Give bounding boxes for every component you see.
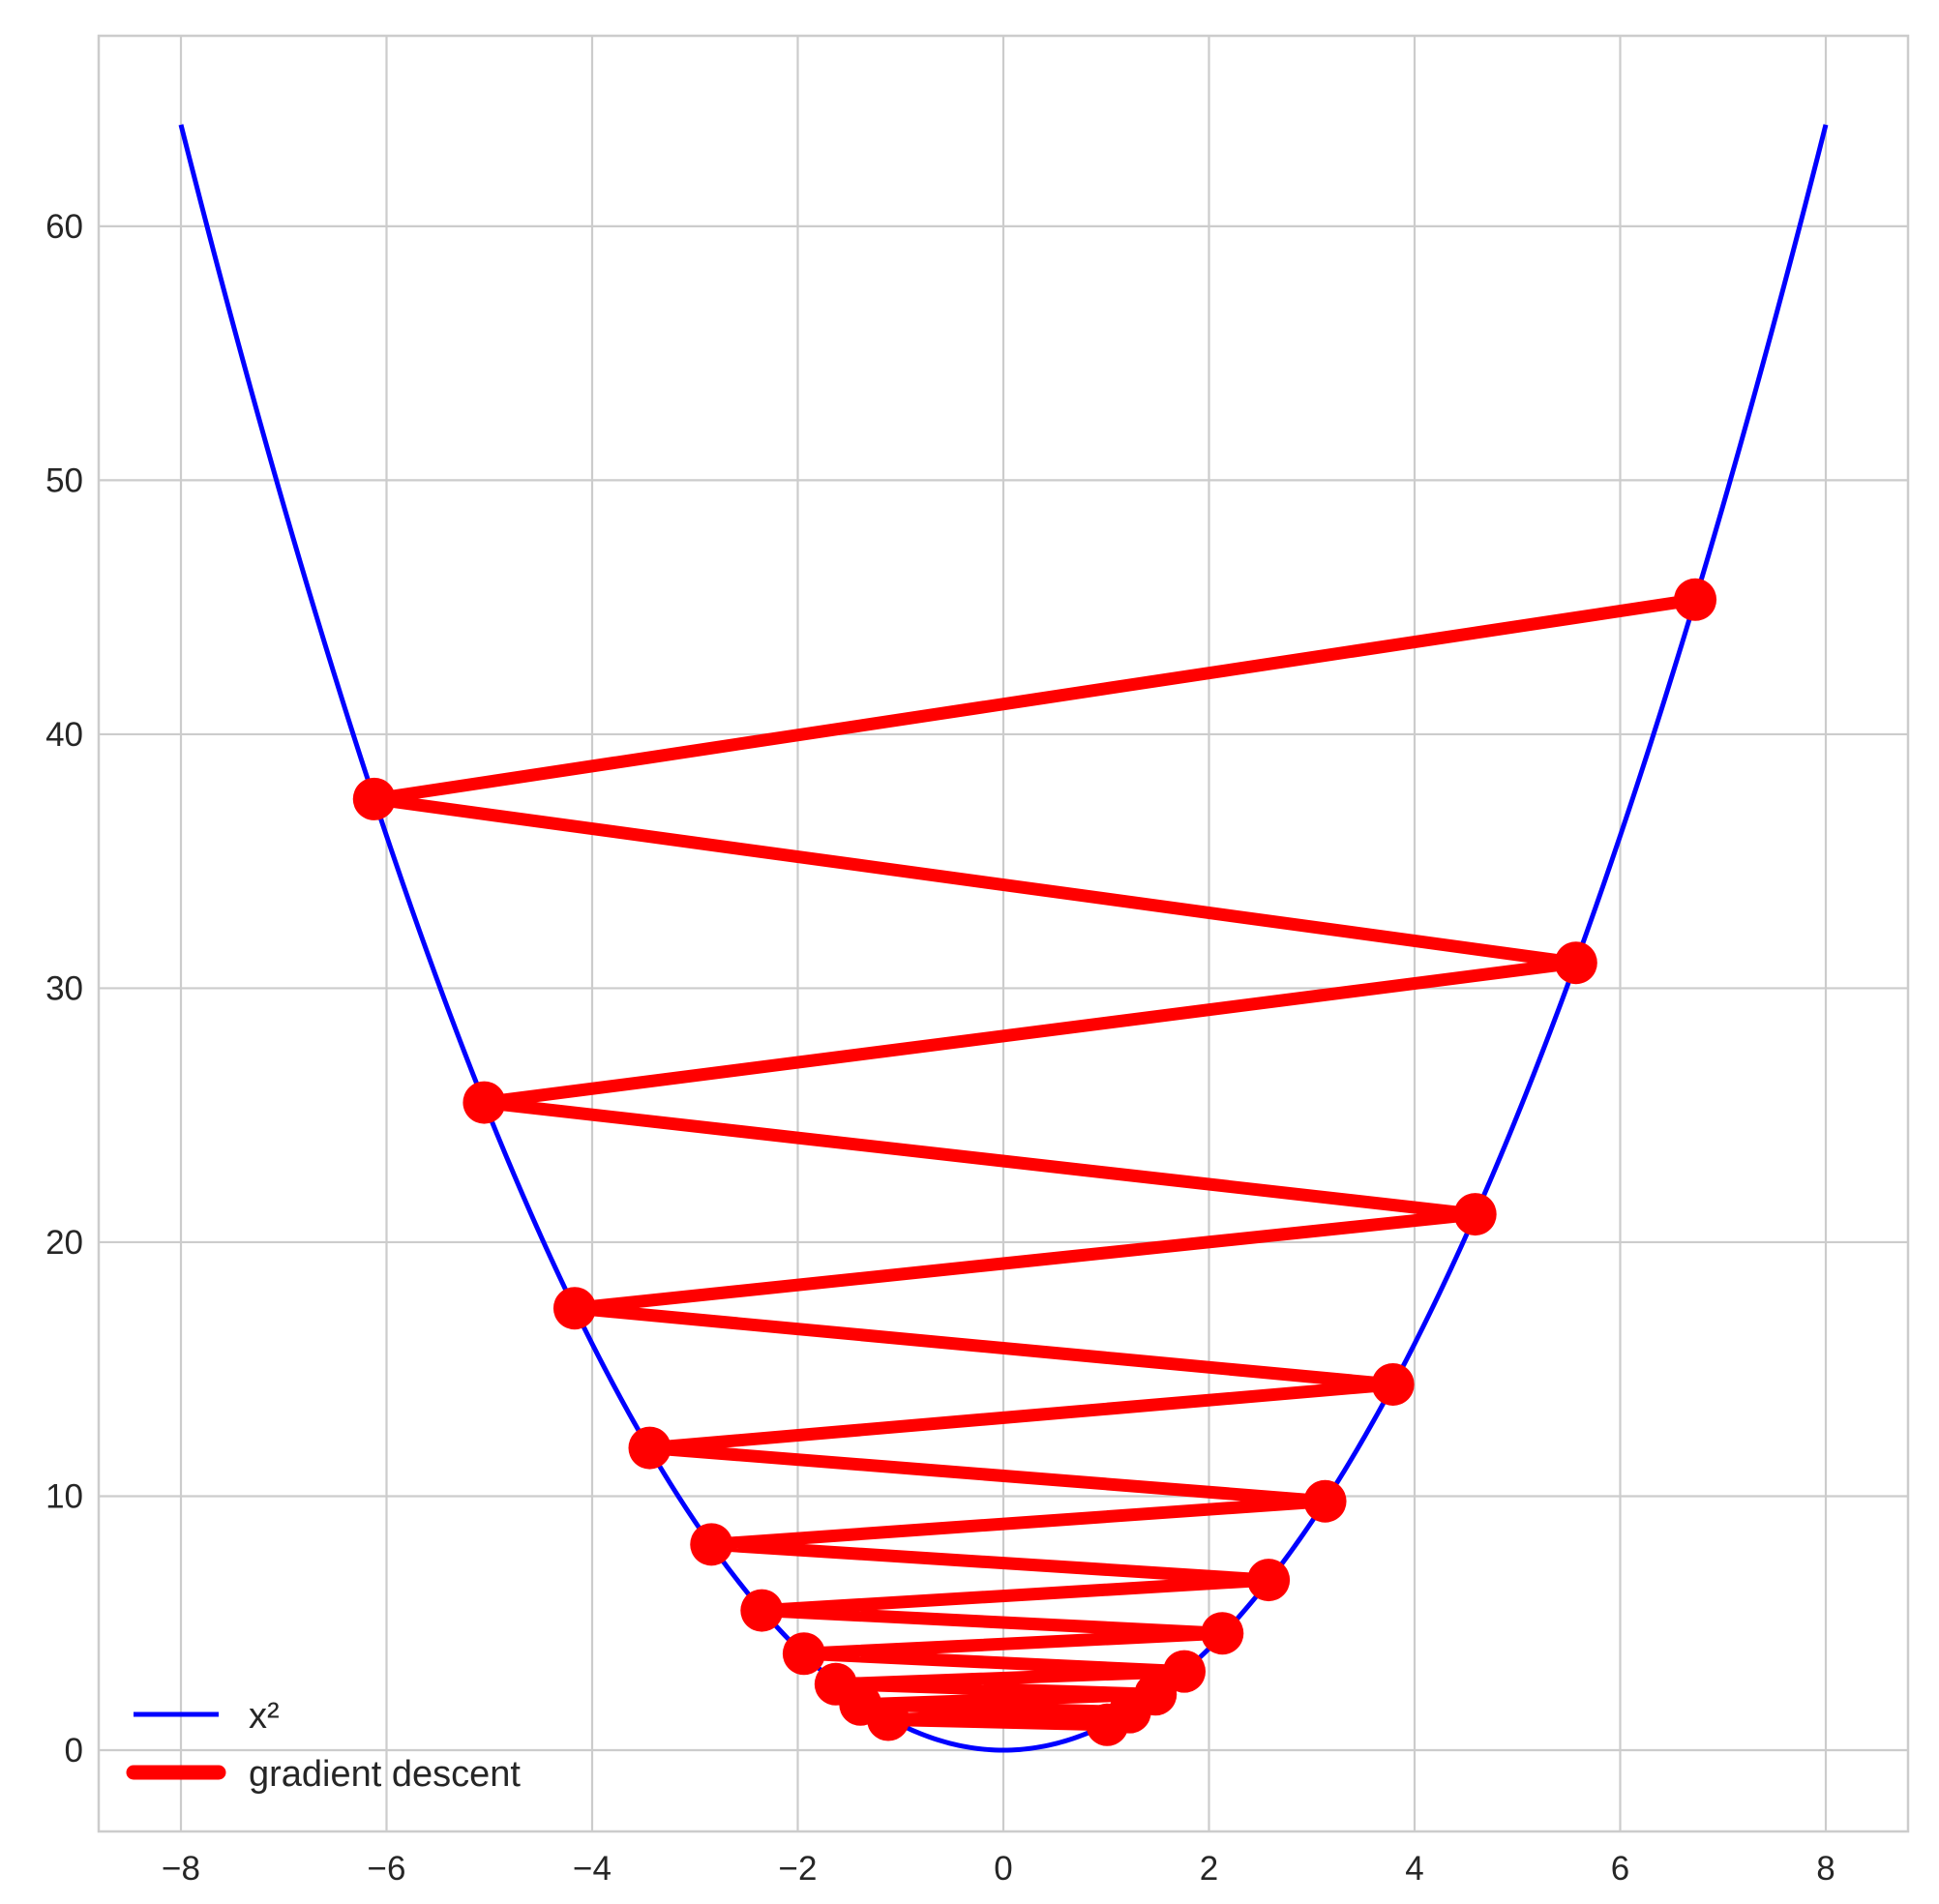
gradient-descent-point bbox=[740, 1589, 784, 1632]
gradient-descent-point bbox=[628, 1426, 671, 1470]
y-tick-label: 0 bbox=[65, 1732, 83, 1770]
gradient-descent-point bbox=[690, 1523, 733, 1566]
y-tick-label: 40 bbox=[45, 716, 83, 754]
gradient-descent-point bbox=[1674, 578, 1717, 621]
x-tick-label: 4 bbox=[1405, 1850, 1423, 1888]
gradient-descent-point bbox=[867, 1698, 910, 1741]
gradient-descent-point bbox=[782, 1632, 825, 1676]
y-tick-label: 30 bbox=[45, 969, 83, 1007]
gradient-descent-point bbox=[1086, 1703, 1129, 1746]
gradient-descent-point bbox=[1201, 1612, 1244, 1655]
gradient-descent-point bbox=[1163, 1650, 1206, 1693]
gradient-descent-point bbox=[1247, 1559, 1291, 1602]
gradient-descent-point bbox=[1303, 1479, 1347, 1523]
gradient-descent-point bbox=[1371, 1362, 1415, 1406]
legend-label-x-squared: x² bbox=[249, 1696, 280, 1737]
gradient-descent-point bbox=[1554, 941, 1597, 985]
y-tick-label: 20 bbox=[45, 1224, 83, 1262]
y-tick-label: 60 bbox=[45, 208, 83, 246]
gradient-descent-point bbox=[1453, 1193, 1497, 1236]
x-tick-labels: −8 −6 −4 −2 0 2 4 6 8 bbox=[162, 1850, 1835, 1888]
gradient-descent-points bbox=[352, 578, 1717, 1746]
x-tick-label: −4 bbox=[573, 1850, 612, 1888]
y-tick-label: 50 bbox=[45, 461, 83, 499]
x-tick-label: −6 bbox=[368, 1850, 406, 1888]
y-tick-label: 10 bbox=[45, 1477, 83, 1515]
x-tick-label: 2 bbox=[1200, 1850, 1218, 1888]
x-tick-label: 0 bbox=[994, 1850, 1012, 1888]
plot-frame bbox=[97, 34, 1910, 1833]
series-x-squared-line bbox=[178, 124, 1829, 1753]
x-tick-label: 6 bbox=[1611, 1850, 1629, 1888]
gradient-descent-point bbox=[552, 1287, 596, 1330]
gradient-descent-point bbox=[352, 777, 396, 820]
x-tick-label: 8 bbox=[1816, 1850, 1835, 1888]
legend-label-gradient-descent: gradient descent bbox=[249, 1754, 521, 1795]
y-tick-labels: 0 10 20 30 40 50 60 bbox=[45, 208, 83, 1770]
x-tick-label: −2 bbox=[779, 1850, 818, 1888]
gradient-descent-point bbox=[462, 1081, 506, 1124]
x-tick-label: −8 bbox=[162, 1850, 200, 1888]
legend: x² gradient descent bbox=[126, 1696, 521, 1795]
